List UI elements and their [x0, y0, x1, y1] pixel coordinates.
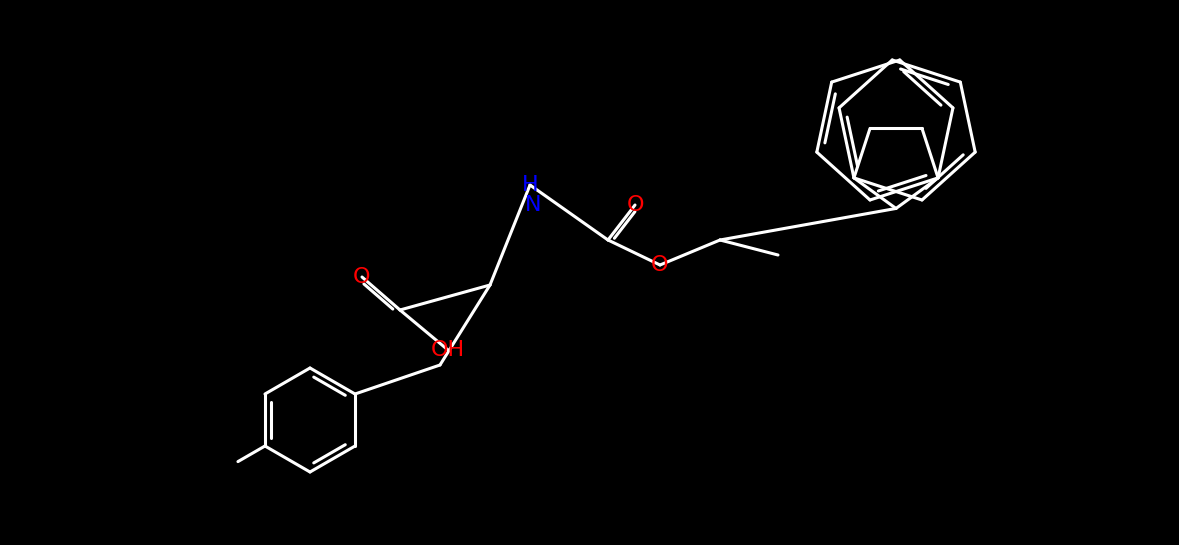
Text: O: O — [354, 267, 370, 287]
Text: H: H — [521, 175, 539, 195]
Text: O: O — [651, 255, 668, 275]
Text: N: N — [525, 195, 541, 215]
Text: OH: OH — [432, 340, 465, 360]
Text: O: O — [626, 195, 644, 215]
